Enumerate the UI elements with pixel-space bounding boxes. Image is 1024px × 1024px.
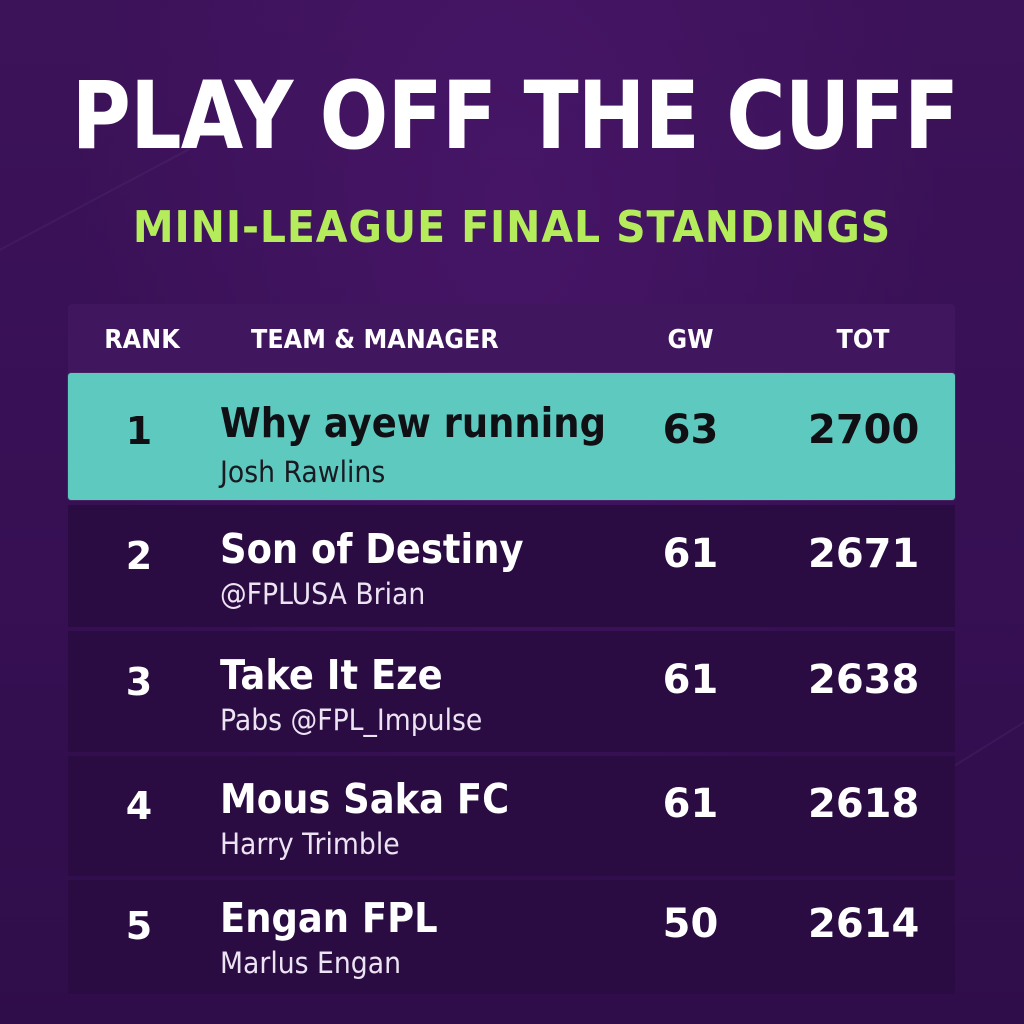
row-team-name: Take It Eze xyxy=(220,651,443,699)
table-row-leader: 1 Why ayew running Josh Rawlins 63 2700 xyxy=(68,373,955,500)
table-row: 5 Engan FPL Marlus Engan 50 2614 xyxy=(68,880,955,994)
column-header-team-manager: TEAM & MANAGER xyxy=(251,325,499,355)
row-manager-name: @FPLUSA Brian xyxy=(220,577,426,611)
row-gameweek-points: 61 xyxy=(662,781,719,827)
column-header-total: TOT xyxy=(836,325,890,355)
row-gameweek-points: 63 xyxy=(662,407,719,453)
row-team-name: Why ayew running xyxy=(220,399,607,447)
table-row: 4 Mous Saka FC Harry Trimble 61 2618 xyxy=(68,756,955,876)
page-title: PLAY OFF THE CUFF xyxy=(71,62,959,171)
table-header: RANK TEAM & MANAGER GW TOT xyxy=(68,304,955,372)
row-gameweek-points: 61 xyxy=(662,531,719,577)
row-gameweek-points: 61 xyxy=(662,657,719,703)
row-team-name: Son of Destiny xyxy=(220,525,524,573)
row-total-points: 2671 xyxy=(808,531,920,577)
row-gameweek-points: 50 xyxy=(662,901,719,947)
row-manager-name: Josh Rawlins xyxy=(220,455,386,489)
column-header-gameweek: GW xyxy=(667,325,714,355)
row-manager-name: Harry Trimble xyxy=(220,827,400,861)
page-subtitle: MINI-LEAGUE FINAL STANDINGS xyxy=(132,202,892,253)
row-manager-name: Pabs @FPL_Impulse xyxy=(220,703,483,737)
row-total-points: 2638 xyxy=(808,657,920,703)
row-manager-name: Marlus Engan xyxy=(220,946,402,980)
row-rank: 3 xyxy=(125,660,153,704)
table-row: 2 Son of Destiny @FPLUSA Brian 61 2671 xyxy=(68,505,955,627)
row-total-points: 2700 xyxy=(808,407,920,453)
row-rank: 5 xyxy=(125,904,153,948)
row-rank: 1 xyxy=(125,409,153,453)
row-rank: 4 xyxy=(125,784,153,828)
column-header-rank: RANK xyxy=(104,325,180,355)
row-total-points: 2614 xyxy=(808,901,920,947)
row-team-name: Engan FPL xyxy=(220,894,438,942)
table-row: 3 Take It Eze Pabs @FPL_Impulse 61 2638 xyxy=(68,631,955,752)
standings-table: RANK TEAM & MANAGER GW TOT 1 Why ayew ru… xyxy=(68,304,955,994)
row-total-points: 2618 xyxy=(808,781,920,827)
row-team-name: Mous Saka FC xyxy=(220,775,510,823)
row-rank: 2 xyxy=(125,534,153,578)
